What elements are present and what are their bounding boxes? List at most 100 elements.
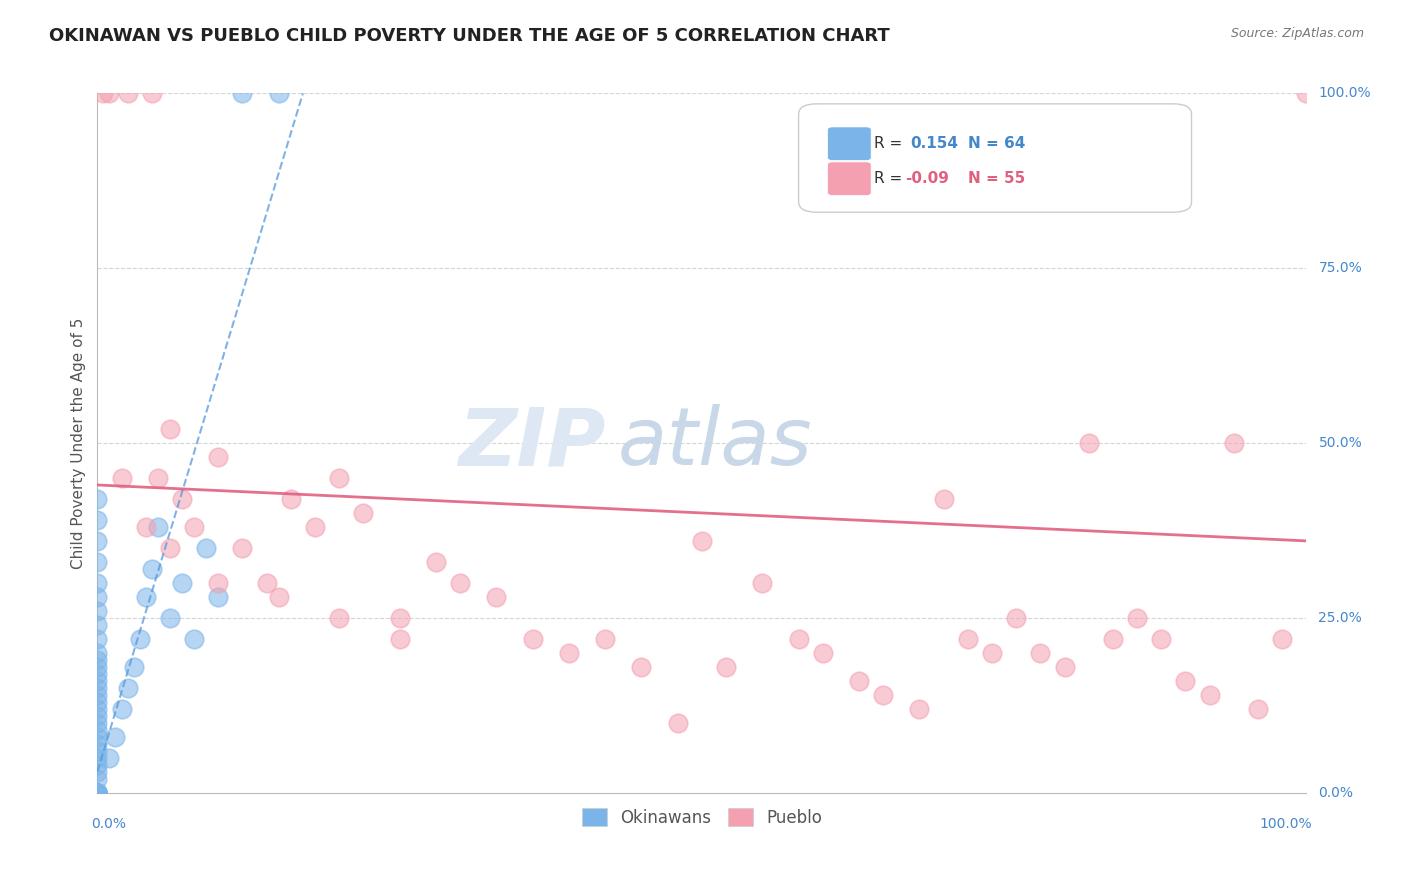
- Point: [86, 632, 108, 646]
- Text: atlas: atlas: [617, 404, 813, 482]
- Text: Source: ZipAtlas.com: Source: ZipAtlas.com: [1230, 27, 1364, 40]
- Point: [135, 520, 157, 534]
- Text: -0.09: -0.09: [905, 171, 949, 186]
- Text: ZIP: ZIP: [458, 404, 605, 482]
- Point: [280, 491, 302, 506]
- Point: [86, 786, 108, 800]
- Point: [146, 471, 169, 485]
- Point: [1053, 660, 1076, 674]
- Point: [207, 450, 229, 464]
- Text: 25.0%: 25.0%: [1319, 611, 1362, 624]
- Point: [86, 786, 108, 800]
- Point: [86, 786, 108, 800]
- Point: [1174, 673, 1197, 688]
- Point: [86, 666, 108, 681]
- Point: [183, 632, 205, 646]
- FancyBboxPatch shape: [828, 161, 872, 195]
- Text: N = 55: N = 55: [967, 171, 1025, 186]
- Point: [86, 744, 108, 758]
- Point: [159, 611, 181, 625]
- Text: OKINAWAN VS PUEBLO CHILD POVERTY UNDER THE AGE OF 5 CORRELATION CHART: OKINAWAN VS PUEBLO CHILD POVERTY UNDER T…: [49, 27, 890, 45]
- Point: [86, 590, 108, 604]
- Point: [1247, 702, 1270, 716]
- Point: [86, 757, 108, 772]
- Text: R =: R =: [873, 136, 911, 152]
- Point: [328, 471, 350, 485]
- Text: 0.0%: 0.0%: [91, 817, 127, 831]
- Point: [86, 737, 108, 751]
- Point: [86, 786, 108, 800]
- Point: [86, 688, 108, 702]
- Point: [1150, 632, 1173, 646]
- Point: [558, 646, 581, 660]
- Point: [93, 87, 115, 101]
- Text: 100.0%: 100.0%: [1260, 817, 1312, 831]
- Point: [231, 87, 253, 101]
- Point: [86, 695, 108, 709]
- Point: [86, 750, 108, 764]
- Point: [1126, 611, 1149, 625]
- Point: [128, 632, 150, 646]
- Text: 0.154: 0.154: [910, 136, 957, 152]
- Point: [86, 617, 108, 632]
- Point: [86, 723, 108, 737]
- Point: [86, 786, 108, 800]
- Point: [86, 786, 108, 800]
- Point: [122, 660, 145, 674]
- Point: [86, 681, 108, 695]
- Point: [135, 590, 157, 604]
- Point: [522, 632, 544, 646]
- Point: [86, 575, 108, 590]
- Point: [170, 575, 193, 590]
- Point: [86, 764, 108, 779]
- Point: [110, 471, 132, 485]
- Point: [86, 786, 108, 800]
- Point: [981, 646, 1004, 660]
- Point: [86, 786, 108, 800]
- Point: [267, 590, 290, 604]
- Point: [267, 87, 290, 101]
- Point: [86, 491, 108, 506]
- Point: [86, 786, 108, 800]
- Point: [666, 715, 689, 730]
- Point: [146, 520, 169, 534]
- Text: 50.0%: 50.0%: [1319, 436, 1362, 450]
- Point: [1271, 632, 1294, 646]
- Point: [848, 673, 870, 688]
- Point: [117, 87, 139, 101]
- Point: [86, 513, 108, 527]
- Point: [195, 541, 218, 555]
- Point: [593, 632, 616, 646]
- Point: [86, 653, 108, 667]
- Point: [231, 541, 253, 555]
- Point: [110, 702, 132, 716]
- Point: [690, 533, 713, 548]
- Point: [425, 555, 447, 569]
- Point: [86, 702, 108, 716]
- Point: [86, 786, 108, 800]
- Point: [86, 786, 108, 800]
- Point: [86, 786, 108, 800]
- Point: [159, 422, 181, 436]
- Text: 100.0%: 100.0%: [1319, 87, 1371, 101]
- Point: [86, 786, 108, 800]
- Point: [86, 555, 108, 569]
- Point: [872, 688, 894, 702]
- Point: [352, 506, 374, 520]
- Point: [908, 702, 931, 716]
- Point: [141, 562, 163, 576]
- Point: [98, 750, 121, 764]
- Point: [117, 681, 139, 695]
- Point: [1223, 436, 1246, 450]
- Point: [86, 786, 108, 800]
- Point: [86, 786, 108, 800]
- Point: [86, 786, 108, 800]
- Point: [956, 632, 979, 646]
- Point: [86, 715, 108, 730]
- Point: [86, 673, 108, 688]
- Point: [86, 786, 108, 800]
- Text: R =: R =: [873, 171, 907, 186]
- Point: [183, 520, 205, 534]
- Point: [714, 660, 737, 674]
- Point: [1005, 611, 1028, 625]
